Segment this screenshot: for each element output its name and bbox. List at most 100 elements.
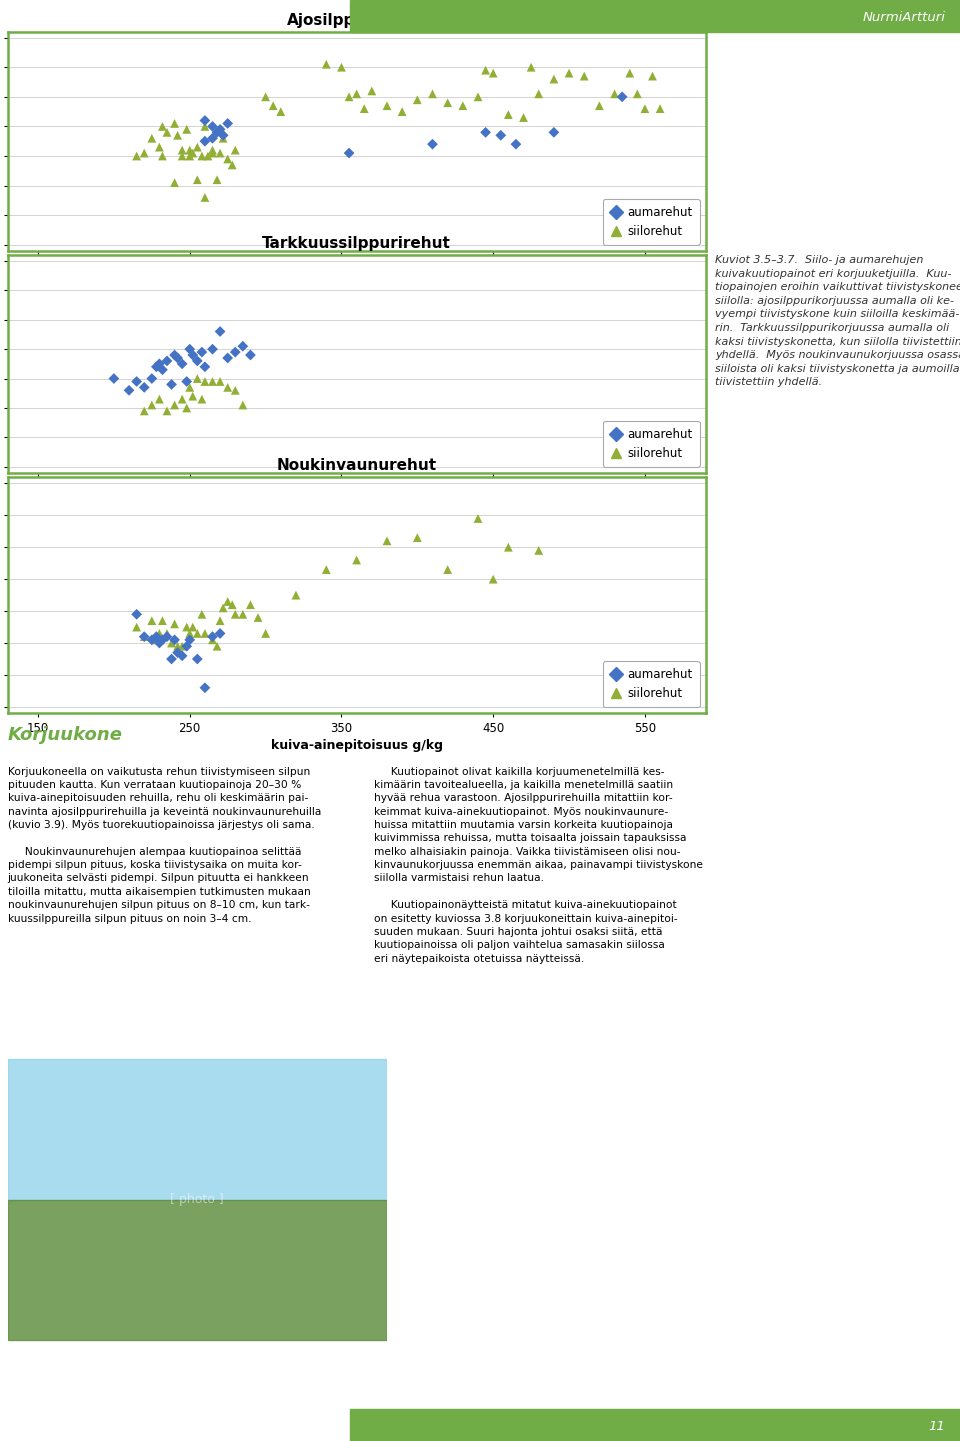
Point — [493, 124, 509, 147]
Point — [144, 127, 159, 150]
Point — [486, 568, 501, 591]
Point — [175, 353, 190, 376]
Point — [152, 623, 167, 646]
Bar — [8, 1199, 387, 1340]
Point — [185, 615, 201, 638]
Point — [440, 91, 455, 114]
Point — [228, 602, 243, 625]
Point — [197, 623, 212, 646]
Point — [425, 82, 441, 105]
Bar — [8, 1059, 387, 1199]
Point — [144, 367, 159, 391]
Point — [225, 594, 240, 617]
Point — [175, 388, 190, 411]
Point — [607, 82, 622, 105]
Point — [577, 65, 592, 88]
Point — [622, 62, 637, 85]
Point — [204, 625, 220, 648]
Point — [220, 346, 235, 369]
Point — [225, 153, 240, 176]
Point — [546, 121, 562, 144]
Text: 11: 11 — [929, 1421, 946, 1434]
Point — [155, 115, 170, 138]
Point — [197, 370, 212, 393]
Point — [209, 169, 225, 192]
Point — [201, 144, 216, 167]
Point — [379, 94, 395, 117]
Point — [486, 62, 501, 85]
Point — [155, 359, 170, 382]
Point — [194, 602, 209, 625]
Point — [215, 127, 230, 150]
Point — [653, 97, 668, 120]
Point — [194, 144, 209, 167]
Point — [501, 536, 516, 559]
Point — [179, 615, 194, 638]
Point — [182, 138, 198, 161]
Point — [144, 628, 159, 651]
X-axis label: kuiva-ainepitoisuus g/kg: kuiva-ainepitoisuus g/kg — [271, 739, 443, 752]
Point — [562, 62, 577, 85]
Point — [190, 623, 205, 646]
Point — [190, 169, 205, 192]
Point — [209, 121, 225, 144]
Point — [129, 144, 144, 167]
Point — [220, 376, 235, 399]
Point — [591, 94, 607, 117]
Point — [342, 85, 357, 108]
Point — [170, 641, 185, 664]
Point — [152, 135, 167, 159]
Point — [425, 133, 441, 156]
Point — [251, 607, 266, 630]
Point — [212, 370, 228, 393]
Point — [136, 399, 152, 422]
Point — [204, 141, 220, 164]
Point — [220, 147, 235, 170]
Title: Tarkkuussilppurirehut: Tarkkuussilppurirehut — [262, 236, 451, 251]
Point — [185, 141, 201, 164]
Point — [478, 121, 493, 144]
Point — [164, 373, 180, 396]
Point — [531, 539, 546, 562]
Point — [637, 97, 653, 120]
Point — [204, 127, 220, 150]
Point — [215, 597, 230, 620]
Point — [167, 112, 182, 135]
Point — [190, 349, 205, 372]
Point — [175, 138, 190, 161]
Point — [197, 186, 212, 209]
Point — [212, 623, 228, 646]
Point — [167, 628, 182, 651]
Point — [212, 320, 228, 343]
Point — [129, 602, 144, 625]
Bar — [350, 0, 960, 32]
Point — [364, 79, 379, 102]
Point — [410, 526, 425, 549]
Point — [149, 625, 164, 648]
Point — [129, 370, 144, 393]
Point — [159, 399, 175, 422]
Point — [334, 56, 349, 79]
Point — [319, 558, 334, 581]
Point — [144, 393, 159, 416]
Point — [136, 376, 152, 399]
Point — [136, 141, 152, 164]
Point — [197, 356, 212, 379]
Point — [190, 135, 205, 159]
Point — [235, 393, 251, 416]
Point — [212, 610, 228, 633]
Point — [197, 115, 212, 138]
X-axis label: kuiva-ainepitoisuus g/kg: kuiva-ainepitoisuus g/kg — [271, 499, 443, 512]
Point — [167, 171, 182, 195]
Point — [546, 68, 562, 91]
Point — [170, 124, 185, 147]
Point — [235, 602, 251, 625]
Point — [194, 388, 209, 411]
Point — [155, 144, 170, 167]
Point — [164, 631, 180, 654]
Point — [243, 594, 258, 617]
Point — [204, 337, 220, 360]
Point — [342, 141, 357, 164]
Point — [379, 529, 395, 552]
Point — [149, 628, 164, 651]
